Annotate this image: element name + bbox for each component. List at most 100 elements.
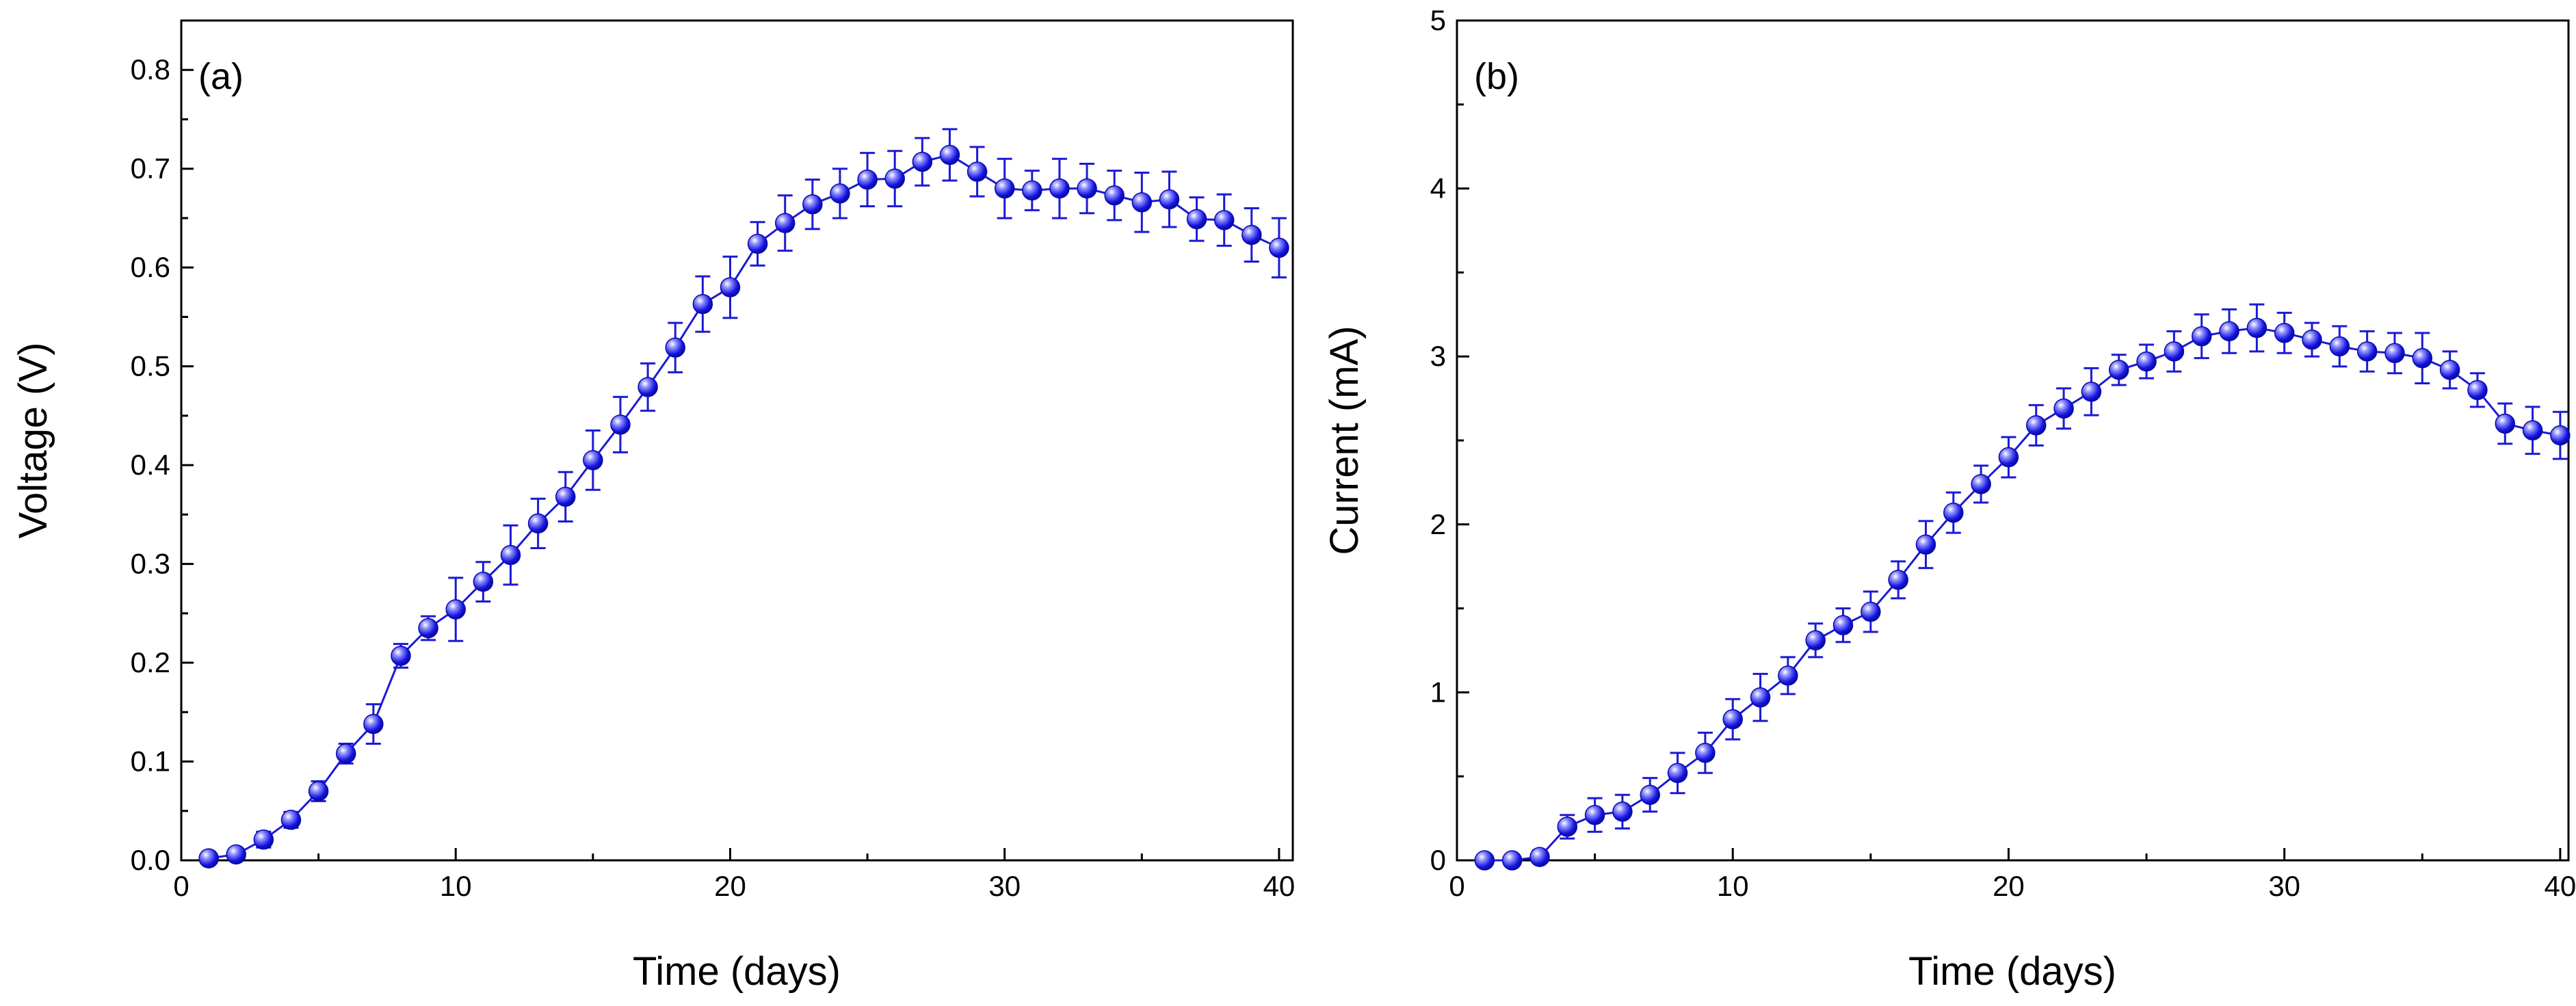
current-y-tick-label: 3 xyxy=(1430,340,1446,372)
voltage-data-point xyxy=(967,161,988,182)
voltage-y-tick-label: 0.8 xyxy=(131,53,170,85)
voltage-data-point xyxy=(994,178,1015,199)
voltage-data-point xyxy=(802,194,823,215)
current-plot-frame xyxy=(1456,19,2570,862)
current-data-point xyxy=(1888,570,1908,590)
current-data-point xyxy=(2550,425,2571,446)
voltage-y-tick-label: 0.0 xyxy=(131,844,170,876)
current-data-point xyxy=(2439,360,2460,380)
voltage-x-tick-label: 20 xyxy=(714,870,746,902)
voltage-data-point xyxy=(638,377,658,397)
current-data-point xyxy=(1971,474,1991,494)
current-x-axis-title: Time (days) xyxy=(1908,949,2116,994)
voltage-y-tick-label: 0.1 xyxy=(131,745,170,778)
voltage-y-tick-label: 0.2 xyxy=(131,646,170,678)
voltage-data-point xyxy=(418,618,438,639)
voltage-x-ticks: 0 10 20 30 40 xyxy=(173,848,1295,902)
voltage-data-point xyxy=(363,713,384,734)
current-data-point xyxy=(1557,817,1578,837)
current-data-point xyxy=(2108,360,2129,380)
voltage-y-tick-label: 0.6 xyxy=(131,251,170,283)
voltage-panel: 0.0 0.1 0.2 0.3 0.4 0.5 0.6 0.7 0.8 0 10 20 30 40 (a… xyxy=(11,19,1295,994)
current-panel: 0 1 2 3 4 5 0 10 20 30 40 (b) Time (days) Current… xyxy=(1322,4,2576,994)
current-x-tick-label: 30 xyxy=(2268,870,2300,902)
voltage-data-point xyxy=(1131,192,1153,213)
voltage-y-tick-label: 0.4 xyxy=(131,449,170,481)
current-data-point xyxy=(2219,321,2239,342)
current-data-point xyxy=(1805,630,1826,651)
voltage-data-point xyxy=(473,571,494,592)
voltage-series-line xyxy=(208,153,1280,860)
voltage-data-point xyxy=(1022,180,1042,201)
current-data-point xyxy=(1612,802,1633,822)
voltage-x-tick-label: 10 xyxy=(440,870,472,902)
voltage-y-tick-label: 0.3 xyxy=(131,548,170,580)
current-y-tick-label: 5 xyxy=(1430,4,1446,36)
voltage-data-point xyxy=(1186,209,1207,230)
voltage-data-point xyxy=(583,450,603,471)
voltage-data-point xyxy=(500,544,521,566)
current-data-point xyxy=(2246,317,2268,339)
current-y-tick-label: 0 xyxy=(1430,844,1446,876)
voltage-data-point xyxy=(774,213,796,233)
voltage-data-point xyxy=(445,599,466,620)
current-data-point xyxy=(1943,502,1964,523)
current-data-point xyxy=(2026,415,2047,436)
current-y-axis-title: Current (mA) xyxy=(1322,326,1367,555)
voltage-data-point xyxy=(198,848,219,869)
current-data-point xyxy=(2467,380,2488,401)
voltage-x-tick-label: 40 xyxy=(1263,870,1296,902)
current-data-point xyxy=(2081,382,2102,402)
current-data-point xyxy=(1915,534,1936,555)
current-data-point xyxy=(2302,329,2322,350)
current-y-tick-label: 4 xyxy=(1430,172,1446,204)
voltage-data-point xyxy=(720,277,741,297)
voltage-data-point xyxy=(1269,237,1289,259)
voltage-data-point xyxy=(391,646,411,666)
current-data-point xyxy=(1529,847,1550,867)
voltage-data-point xyxy=(830,183,850,204)
current-data-point xyxy=(1584,804,1605,825)
voltage-y-ticks: 0.0 0.1 0.2 0.3 0.4 0.5 0.6 0.7 0.8 xyxy=(131,53,194,876)
voltage-data-point xyxy=(1159,189,1180,210)
current-data-point xyxy=(2356,341,2378,362)
current-x-ticks: 0 10 20 30 40 xyxy=(1449,848,2576,902)
voltage-data-point xyxy=(939,144,960,166)
voltage-x-tick-label: 30 xyxy=(988,870,1021,902)
current-y-tick-label: 1 xyxy=(1430,676,1446,708)
current-data-point xyxy=(2384,343,2405,364)
voltage-panel-label: (a) xyxy=(198,56,244,97)
current-x-tick-label: 40 xyxy=(2545,870,2576,902)
voltage-data-point xyxy=(857,169,878,190)
current-panel-label: (b) xyxy=(1474,56,1519,97)
current-data-point xyxy=(2053,398,2074,419)
current-data-point xyxy=(1667,763,1688,784)
current-x-tick-label: 10 xyxy=(1717,870,1749,902)
voltage-data-point xyxy=(226,844,246,865)
voltage-plot-frame xyxy=(180,19,1294,862)
current-data-point xyxy=(2412,347,2433,369)
voltage-data-point xyxy=(253,829,274,850)
voltage-x-tick-label: 0 xyxy=(173,870,189,902)
voltage-data-point xyxy=(335,743,356,764)
current-data-point xyxy=(2522,420,2543,441)
current-data-point xyxy=(1695,743,1716,763)
current-data-point xyxy=(1778,665,1798,686)
voltage-y-axis-title: Voltage (V) xyxy=(11,343,55,539)
current-y-ticks: 0 1 2 3 4 5 xyxy=(1430,4,1469,876)
current-x-tick-label: 20 xyxy=(1993,870,2025,902)
current-data-point xyxy=(1750,687,1771,708)
current-data-point xyxy=(1998,447,2019,468)
current-data-point xyxy=(1832,615,1854,635)
current-data-point xyxy=(2274,323,2295,343)
current-data-point xyxy=(2136,351,2157,372)
voltage-data-point xyxy=(884,168,905,189)
current-data-point xyxy=(2329,336,2350,357)
current-x-tick-label: 0 xyxy=(1449,870,1464,902)
voltage-data-point xyxy=(527,513,549,534)
current-data-point xyxy=(2191,326,2212,347)
current-data-point xyxy=(2164,341,2185,362)
current-data-point xyxy=(1861,601,1881,622)
voltage-data-point xyxy=(1104,185,1125,206)
